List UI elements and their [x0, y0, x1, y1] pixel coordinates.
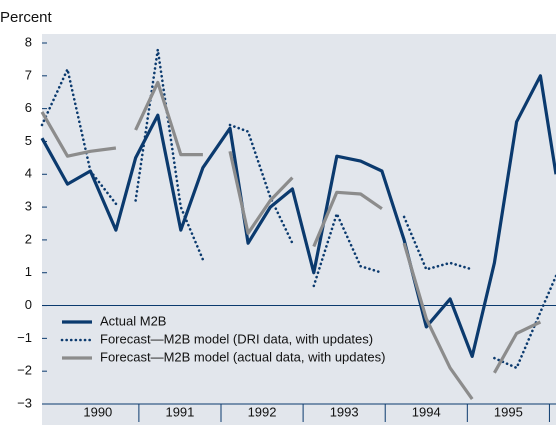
- x-tick-label: 1994: [412, 404, 441, 419]
- series-line: [493, 274, 556, 370]
- y-tick-label: −3: [17, 395, 32, 410]
- series-line: [402, 215, 474, 271]
- y-tick-label: 7: [25, 67, 32, 82]
- series-line: [493, 320, 542, 374]
- x-tick-label: 1992: [248, 404, 277, 419]
- y-tick-label: 6: [25, 100, 32, 115]
- y-tick-label: −1: [17, 330, 32, 345]
- y-tick-label: 2: [25, 231, 32, 246]
- series-line: [134, 80, 203, 157]
- y-axis-label: Percent: [0, 9, 53, 26]
- x-tick-label: 1991: [165, 404, 194, 419]
- y-tick-label: 0: [25, 297, 32, 312]
- y-tick-label: 5: [25, 133, 32, 148]
- series-line: [134, 48, 205, 261]
- y-tick-label: 1: [25, 264, 32, 279]
- series-line: [40, 74, 556, 358]
- series-line: [40, 111, 117, 158]
- x-tick-label: 1993: [330, 404, 359, 419]
- series-line: [228, 123, 294, 245]
- y-tick-label: 8: [25, 34, 32, 49]
- series-line: [228, 150, 294, 235]
- legend-label: Actual M2B: [100, 313, 166, 328]
- x-tick-label: 1990: [83, 404, 112, 419]
- y-tick-label: 3: [25, 199, 32, 214]
- y-tick-label: 4: [25, 166, 32, 181]
- y-tick-label: −2: [17, 363, 32, 378]
- legend-label: Forecast—M2B model (DRI data, with updat…: [100, 331, 373, 346]
- series-line: [312, 190, 383, 248]
- series-line: [402, 242, 474, 401]
- series-line: [312, 212, 384, 288]
- legend-label: Forecast—M2B model (actual data, with up…: [100, 349, 385, 364]
- plot-background: [42, 34, 556, 425]
- x-tick-label: 1995: [494, 404, 523, 419]
